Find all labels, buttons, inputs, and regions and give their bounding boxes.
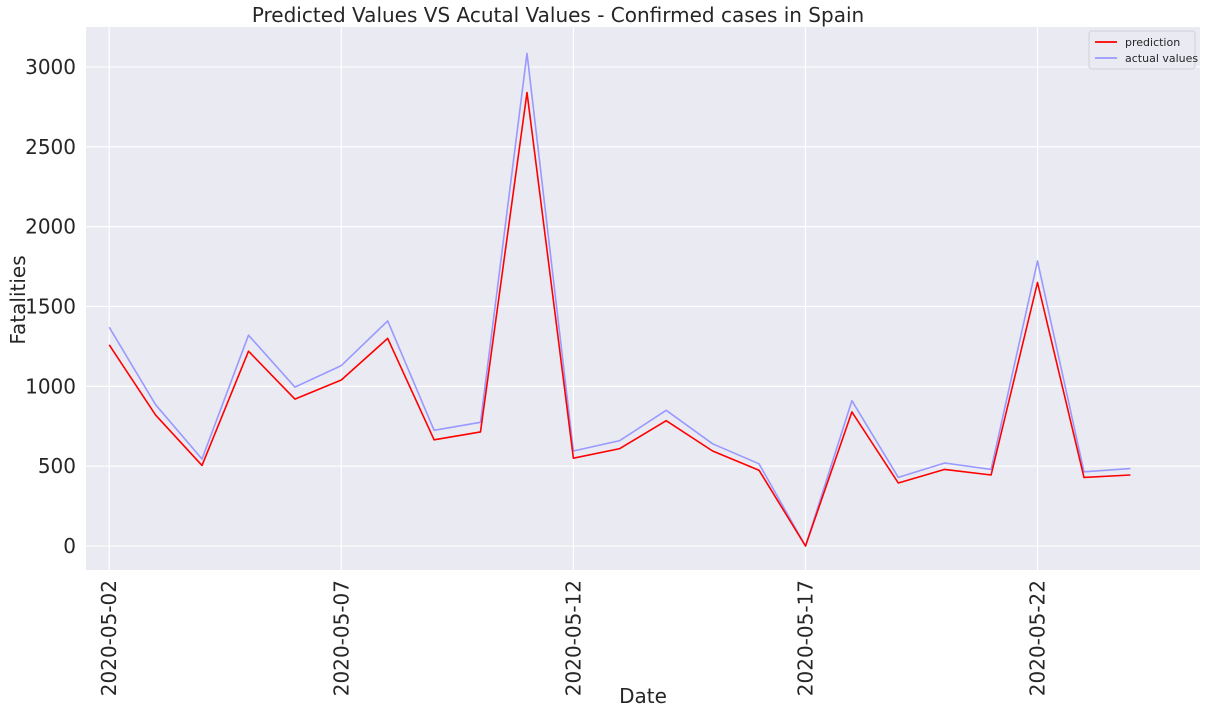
legend-entry: actual values	[1125, 52, 1198, 65]
series-line-actual-values	[108, 52, 1131, 547]
y-axis-label: Fatalities	[6, 255, 30, 344]
legend: prediction actual values	[1088, 30, 1198, 70]
legend-entry: prediction	[1125, 36, 1180, 49]
y-tick-label: 0	[63, 534, 76, 558]
x-tick-label: 2020-05-22	[1026, 580, 1050, 696]
y-tick-label: 3000	[25, 55, 76, 79]
x-tick-labels: 2020-05-02 2020-05-07 2020-05-12 2020-05-17…	[97, 580, 1049, 696]
x-tick-label: 2020-05-17	[793, 580, 817, 696]
plot-background	[86, 27, 1200, 570]
y-tick-label: 2500	[25, 135, 76, 159]
y-tick-label: 2000	[25, 215, 76, 239]
x-tick-label: 2020-05-12	[561, 580, 585, 696]
y-tick-label: 1500	[25, 294, 76, 318]
y-tick-labels: 0 500 1000 1500 2000 2500 3000	[25, 55, 76, 558]
y-tick-label: 1000	[25, 374, 76, 398]
legend-box	[1088, 30, 1196, 70]
x-tick-label: 2020-05-07	[329, 580, 353, 696]
chart-title: Predicted Values VS Acutal Values - Conf…	[252, 3, 864, 27]
series-line-prediction	[108, 91, 1131, 547]
x-tick-label: 2020-05-02	[97, 580, 121, 696]
series-layer	[108, 52, 1131, 547]
grid	[86, 27, 1200, 570]
x-axis-label: Date	[619, 684, 667, 708]
y-tick-label: 500	[38, 454, 76, 478]
